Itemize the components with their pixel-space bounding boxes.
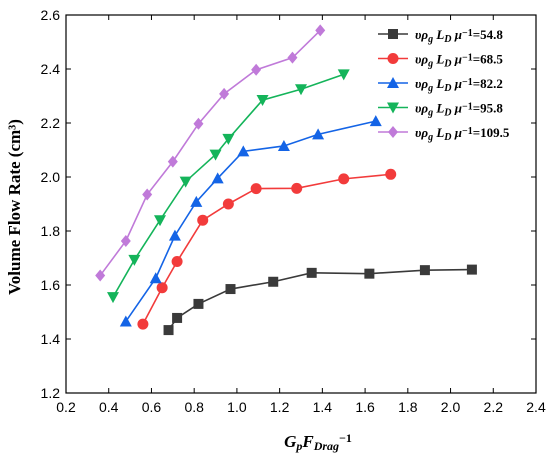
- legend-item: υρg LD μ−1=54.8: [378, 27, 503, 45]
- x-tick-label: 1.4: [313, 399, 333, 415]
- y-tick-label: 1.6: [41, 277, 61, 293]
- y-tick-label: 1.8: [41, 223, 61, 239]
- plot-frame: [65, 14, 537, 394]
- series-95.8: [107, 69, 350, 304]
- series-layer: [95, 24, 477, 336]
- legend-marker: [388, 126, 398, 138]
- series-82.2: [119, 115, 382, 327]
- data-point: [222, 133, 235, 145]
- data-point: [385, 168, 397, 180]
- data-point: [128, 254, 141, 266]
- data-point: [312, 128, 325, 140]
- data-point: [120, 234, 131, 247]
- data-point: [268, 276, 279, 287]
- data-point: [172, 312, 183, 323]
- legend-marker: [387, 53, 399, 64]
- legend-label: υρg LD μ−1=68.5: [415, 52, 503, 70]
- data-point: [287, 51, 298, 64]
- legend-item: υρg LD μ−1=95.8: [378, 101, 503, 119]
- data-point: [291, 182, 303, 194]
- series-line: [99, 29, 321, 277]
- axes: 0.2 0.4 0.6 0.8 1.0 1.2 1.4 1.6 1.8 2.0 2.2 2.4 1.2 1…: [41, 7, 546, 415]
- legend-label: υρg LD μ−1=82.2: [415, 76, 503, 94]
- data-point: [466, 264, 477, 275]
- data-point: [119, 315, 132, 327]
- x-tick-label: 2.0: [441, 399, 461, 415]
- data-point: [168, 229, 181, 241]
- data-point: [315, 24, 326, 37]
- data-point: [337, 69, 350, 81]
- data-point: [364, 268, 375, 279]
- x-tick-label: 0.2: [56, 399, 76, 415]
- x-tick-label: 2.2: [484, 399, 504, 415]
- x-tick-label: 0.8: [184, 399, 204, 415]
- data-point: [193, 117, 204, 130]
- data-point: [219, 87, 230, 100]
- data-point: [225, 284, 236, 295]
- y-tick-label: 1.2: [41, 385, 61, 401]
- data-point: [237, 145, 250, 157]
- data-point: [250, 183, 262, 195]
- x-tick-label: 0.6: [142, 399, 162, 415]
- y-tick-label: 2.0: [41, 169, 61, 185]
- series-109.5: [95, 24, 326, 282]
- x-tick-label: 1.6: [355, 399, 375, 415]
- data-point: [306, 267, 317, 278]
- data-point: [156, 282, 168, 294]
- data-point: [193, 298, 204, 309]
- legend: υρg LD μ−1=54.8 υρg LD μ−1=68.5 υρg LD μ−1…: [378, 27, 510, 143]
- data-point: [369, 115, 382, 127]
- data-point: [95, 269, 106, 282]
- legend-marker: [387, 77, 399, 88]
- data-point: [277, 139, 290, 151]
- legend-label: υρg LD μ−1=95.8: [415, 101, 503, 119]
- data-point: [167, 155, 178, 168]
- x-tick-label: 1.0: [227, 399, 247, 415]
- legend-item: υρg LD μ−1=109.5: [378, 125, 510, 143]
- legend-marker: [387, 102, 399, 114]
- data-point: [137, 318, 149, 330]
- legend-item: υρg LD μ−1=82.2: [378, 76, 503, 94]
- x-tick-label: 2.4: [526, 399, 546, 415]
- data-point: [149, 272, 162, 284]
- data-point: [154, 215, 166, 227]
- x-axis-title: GpFDrag−1: [284, 431, 352, 453]
- series-54.8: [163, 264, 477, 336]
- series-line: [142, 173, 391, 325]
- legend-label: υρg LD μ−1=54.8: [415, 27, 503, 45]
- data-point: [142, 188, 153, 201]
- data-point: [163, 325, 174, 336]
- x-tick-label: 1.2: [270, 399, 290, 415]
- legend-item: υρg LD μ−1=68.5: [378, 52, 503, 70]
- x-tick-label: 1.8: [398, 399, 418, 415]
- data-point: [295, 84, 307, 96]
- data-point: [209, 149, 222, 161]
- data-point: [419, 265, 430, 276]
- series-68.5: [137, 168, 397, 330]
- data-point: [197, 214, 209, 226]
- y-tick-label: 2.4: [41, 61, 61, 77]
- y-tick-label: 2.6: [41, 7, 61, 23]
- data-point: [190, 195, 203, 207]
- y-tick-label: 1.4: [41, 331, 61, 347]
- data-point: [222, 198, 234, 210]
- data-point: [256, 95, 269, 107]
- data-point: [338, 173, 350, 185]
- y-axis-title: Volume Flow Rate (cm³): [5, 119, 24, 295]
- data-point: [179, 176, 192, 188]
- legend-label: υρg LD μ−1=109.5: [415, 125, 510, 143]
- y-tick-label: 2.2: [41, 115, 61, 131]
- series-line: [167, 268, 472, 331]
- data-point: [171, 256, 183, 268]
- data-point: [107, 292, 119, 304]
- legend-marker: [388, 29, 398, 39]
- x-tick-label: 0.4: [99, 399, 119, 415]
- data-point: [251, 63, 262, 76]
- data-point: [211, 172, 224, 184]
